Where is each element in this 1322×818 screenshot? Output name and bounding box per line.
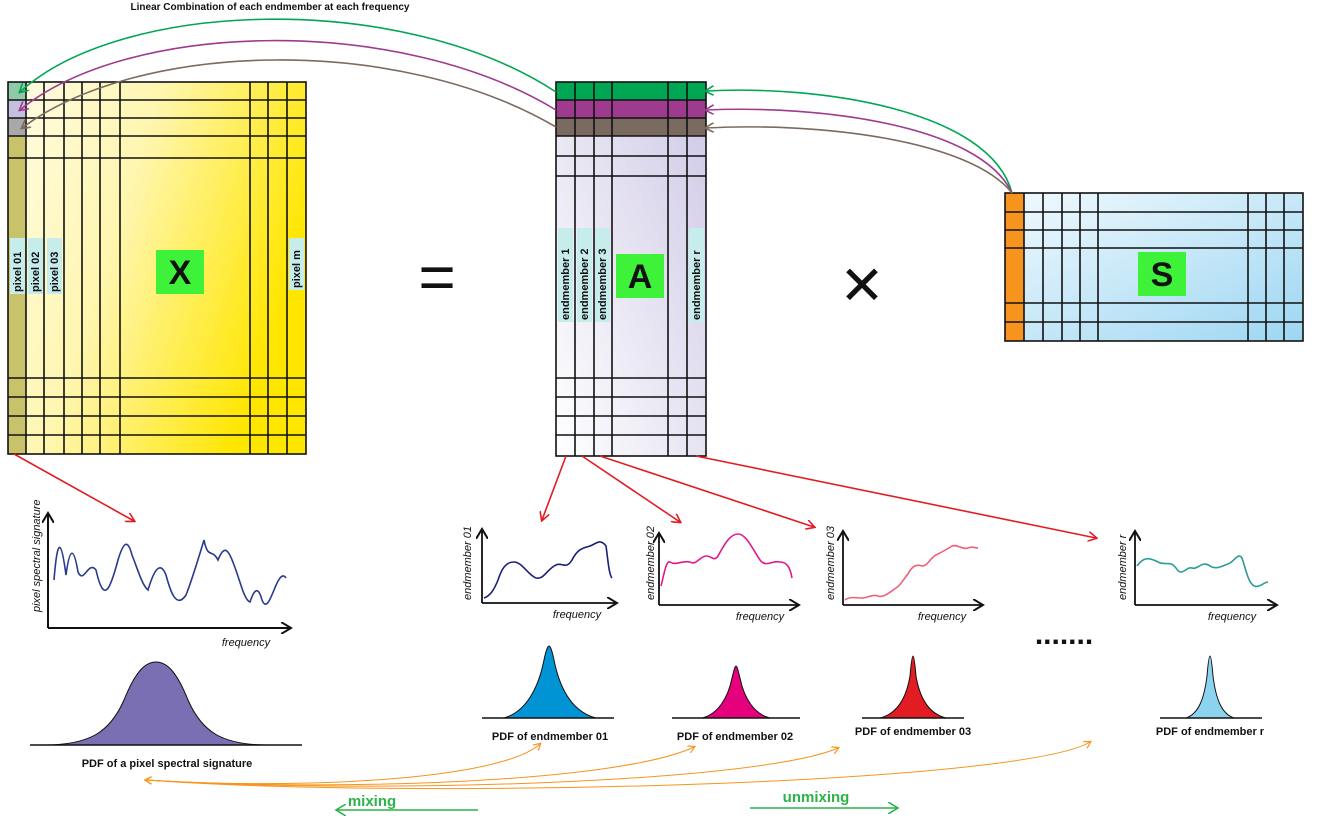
equals-symbol: = — [418, 241, 455, 313]
x-label-box — [156, 250, 204, 294]
arrow-purple-to-a — [706, 109, 1013, 194]
red-arrow-emr — [695, 455, 1096, 538]
em1-pdf-shape — [503, 645, 597, 719]
unmixing-indicator: unmixing — [750, 789, 898, 808]
orange-mixing-arrows — [146, 742, 1090, 790]
arrow-green-to-a — [706, 90, 1013, 194]
x-label: X — [169, 254, 192, 292]
orange-arrow-emr — [146, 742, 1090, 790]
mixing-label: mixing — [348, 793, 396, 810]
a-col-label-r: endmember r — [689, 228, 704, 322]
combination-arrows-right — [706, 90, 1013, 194]
diagram-title: Linear Combination of each endmember at … — [131, 2, 410, 13]
svg-text:endmember 1: endmember 1 — [560, 248, 572, 320]
em1-pdf-caption: PDF of endmember 01 — [492, 731, 608, 743]
pixel-plot-xlabel: frequency — [222, 637, 272, 649]
endmember-r-pdf: PDF of endmember r — [1156, 655, 1265, 738]
x-matrix: pixel 01 pixel 02 pixel 03 pixel m X — [7, 81, 307, 455]
emr-curve — [1136, 555, 1269, 588]
s-label: S — [1151, 256, 1174, 294]
red-arrow-em2 — [581, 455, 680, 522]
x-col-label-m: pixel m — [289, 238, 304, 290]
em2-xlabel: frequency — [736, 611, 786, 623]
svg-text:pixel m: pixel m — [291, 250, 303, 288]
endmember-01-plot: endmember 01 frequency — [462, 526, 616, 621]
svg-text:endmember 3: endmember 3 — [597, 248, 609, 320]
endmember-03-pdf: PDF of endmember 03 — [855, 655, 971, 738]
red-arrows — [13, 453, 1096, 538]
em3-pdf-shape — [879, 655, 947, 719]
a-col-label-3: endmember 3 — [595, 228, 610, 322]
pixel-signature-plot: pixel spectral signature frequency — [31, 499, 290, 649]
emr-pdf-caption: PDF of endmember r — [1156, 726, 1265, 738]
endmember-02-pdf: PDF of endmember 02 — [672, 665, 800, 743]
em1-curve — [483, 541, 613, 599]
svg-text:pixel 03: pixel 03 — [49, 252, 61, 292]
combination-arrows-top — [20, 18, 557, 128]
em2-ylabel: endmember 02 — [645, 526, 657, 600]
pixel-pdf-caption: PDF of a pixel spectral signature — [82, 758, 253, 770]
svg-text:pixel 01: pixel 01 — [12, 252, 24, 292]
endmember-03-plot: endmember 03 frequency — [825, 525, 982, 623]
unmixing-label: unmixing — [783, 789, 850, 806]
mixing-indicator: mixing — [336, 793, 478, 810]
red-arrow-em3 — [599, 455, 814, 527]
red-arrow-pixel — [13, 453, 134, 521]
a-label: A — [628, 258, 653, 296]
em1-ylabel: endmember 01 — [462, 526, 474, 600]
ellipsis: ....... — [1035, 618, 1093, 651]
svg-text:endmember r: endmember r — [691, 250, 703, 320]
pixel-pdf: PDF of a pixel spectral signature — [30, 661, 302, 770]
s-matrix: S — [1004, 192, 1304, 342]
emr-ylabel: endmember r — [1117, 533, 1129, 600]
s-label-box — [1138, 252, 1186, 296]
em3-curve — [844, 544, 979, 601]
em2-curve — [660, 533, 793, 587]
a-label-box — [616, 254, 664, 298]
endmember-01-pdf: PDF of endmember 01 — [482, 645, 614, 743]
x-col-label-3: pixel 03 — [47, 238, 62, 294]
x-col-label-1: pixel 01 — [10, 238, 25, 294]
endmember-r-plot: endmember r frequency — [1117, 532, 1276, 623]
endmember-02-plot: endmember 02 frequency — [645, 526, 798, 623]
arrow-brown-to-a — [706, 127, 1013, 194]
emr-pdf-shape — [1185, 655, 1235, 719]
pixel-signature-curve — [53, 539, 287, 605]
a-col-label-1: endmember 1 — [558, 228, 573, 322]
em1-xlabel: frequency — [553, 609, 603, 621]
em2-pdf-caption: PDF of endmember 02 — [677, 731, 793, 743]
pixel-plot-ylabel: pixel spectral signature — [31, 499, 43, 613]
arrow-brown-to-x — [22, 59, 557, 128]
pixel-pdf-shape — [43, 661, 269, 746]
a-matrix: endmember 1 endmember 2 endmember 3 endm… — [555, 81, 707, 457]
em3-ylabel: endmember 03 — [825, 525, 837, 600]
x-col-label-2: pixel 02 — [28, 238, 43, 294]
em2-pdf-shape — [701, 665, 771, 719]
times-symbol: ✕ — [839, 256, 884, 316]
em3-xlabel: frequency — [918, 611, 968, 623]
svg-text:pixel 02: pixel 02 — [30, 252, 42, 292]
arrow-purple-to-x — [20, 39, 557, 110]
emr-xlabel: frequency — [1208, 611, 1258, 623]
a-col-label-2: endmember 2 — [577, 228, 592, 322]
red-arrow-em1 — [542, 455, 567, 520]
svg-text:endmember 2: endmember 2 — [579, 248, 591, 320]
arrow-green-to-x — [20, 18, 557, 92]
em3-pdf-caption: PDF of endmember 03 — [855, 726, 971, 738]
